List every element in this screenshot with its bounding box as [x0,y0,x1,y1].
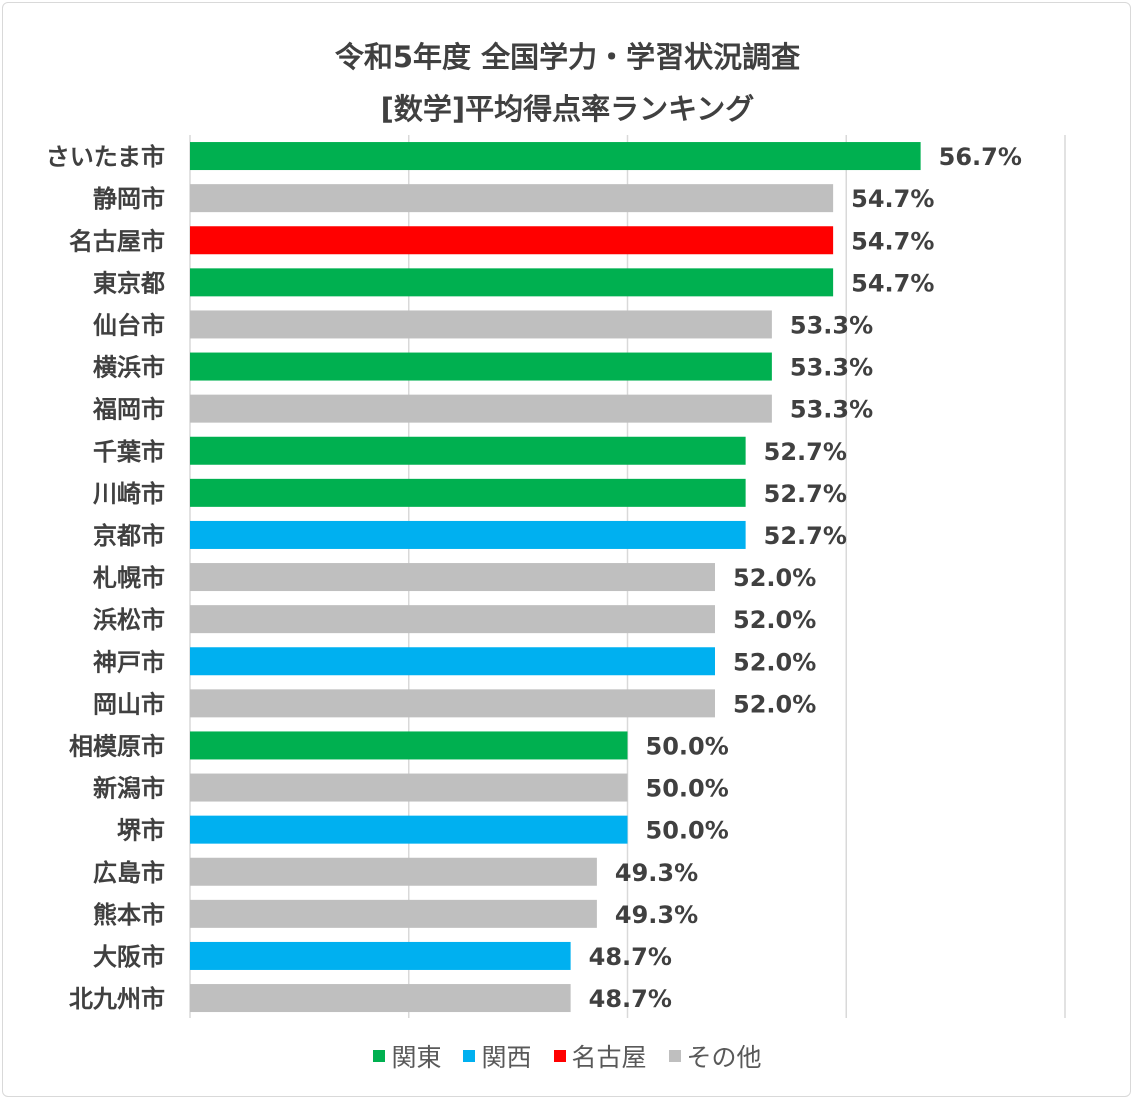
legend-item: 関東 [373,1038,441,1074]
legend-swatch [463,1050,476,1062]
legend-item: 関西 [463,1038,532,1074]
value-label: 49.3% [615,901,698,929]
value-label: 52.0% [733,690,816,718]
value-label: 52.0% [733,564,816,592]
category-label: 仙台市 [93,311,165,339]
category-label: 北九州市 [69,985,165,1013]
legend-swatch [373,1050,386,1062]
category-label: 浜松市 [93,606,165,634]
bar [190,184,834,213]
category-label: 新潟市 [93,775,165,803]
category-label: さいたま市 [46,143,165,171]
legend-label: 関西 [481,1043,532,1072]
bar [190,226,834,255]
bar [190,647,715,676]
value-label: 50.0% [646,732,729,760]
value-label: 56.7% [939,143,1022,171]
category-label: 相模原市 [69,732,165,760]
bar [190,436,746,465]
legend-label: 名古屋 [571,1043,647,1072]
chart-subtitle: [数学]平均得点率ランキング [380,92,755,126]
value-label: 53.3% [790,396,873,424]
legend-item: その他 [668,1038,762,1074]
bar [190,689,715,718]
value-label: 52.7% [764,522,847,550]
legend-item: 名古屋 [553,1038,647,1074]
bar [190,815,628,844]
value-label: 52.7% [764,480,847,508]
category-label: 福岡市 [92,396,165,424]
value-label: 52.0% [733,606,816,634]
legend-swatch [668,1050,681,1062]
legend-label: その他 [686,1043,762,1072]
category-label: 京都市 [93,522,165,550]
category-label: 千葉市 [93,438,165,466]
value-label: 54.7% [851,227,934,255]
value-label: 50.0% [646,817,729,845]
value-label: 52.0% [733,648,816,676]
chart-legend: 関東 関西 名古屋 その他 [0,1038,1135,1074]
category-label: 岡山市 [93,690,165,718]
bar [190,857,597,886]
category-label: 静岡市 [93,185,165,213]
bar [190,731,628,760]
bar [190,478,746,507]
category-label: 大阪市 [93,943,165,971]
category-label: 東京都 [93,269,165,297]
legend-label: 関東 [391,1043,442,1072]
bar [190,984,571,1013]
category-label: 神戸市 [93,648,165,676]
bar [190,941,571,970]
bar [190,268,834,297]
chart-title: 令和5年度 全国学力・学習状況調査 [334,40,801,74]
category-label: 広島市 [93,859,165,887]
value-label: 53.3% [790,311,873,339]
value-label: 49.3% [615,859,698,887]
value-label: 48.7% [589,943,672,971]
value-label: 48.7% [589,985,672,1013]
bar [190,394,772,423]
value-label: 54.7% [851,185,934,213]
bar [190,142,921,171]
bar [190,605,715,634]
category-label: 名古屋市 [69,227,165,255]
category-label: 熊本市 [93,901,165,929]
bar [190,773,628,802]
bar [190,520,746,549]
category-label: 札幌市 [92,564,165,592]
bar [190,310,772,339]
bar [190,352,772,381]
category-label: 堺市 [117,817,165,845]
value-label: 50.0% [646,775,729,803]
category-label: 川崎市 [93,480,165,508]
legend-swatch [553,1050,566,1062]
value-label: 52.7% [764,438,847,466]
category-label: 横浜市 [93,354,165,382]
bar [190,899,597,928]
bar [190,563,715,592]
value-label: 53.3% [790,354,873,382]
value-label: 54.7% [851,269,934,297]
